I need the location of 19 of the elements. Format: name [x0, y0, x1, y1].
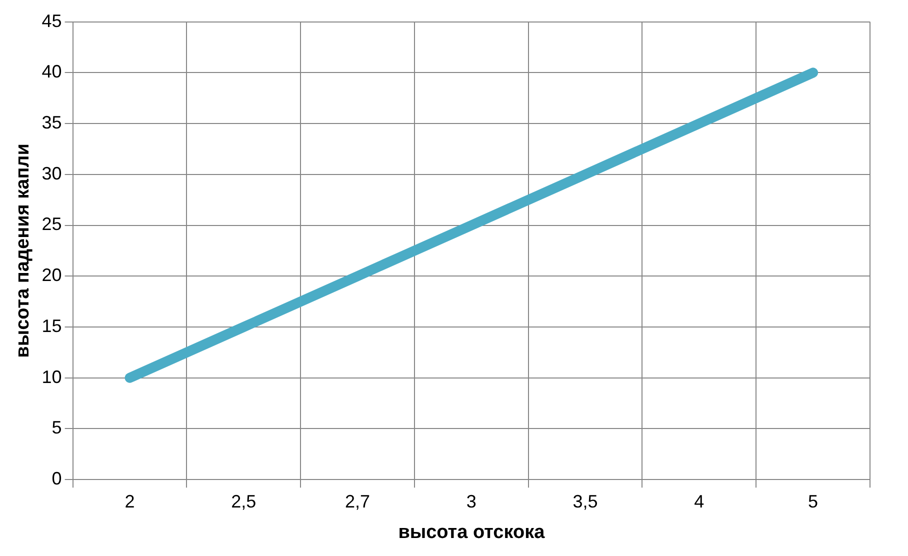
- y-tick-label: 40: [42, 62, 62, 82]
- y-tick-label: 15: [42, 316, 62, 336]
- y-tick-label: 30: [42, 163, 62, 184]
- x-tick-label: 2,7: [345, 491, 370, 512]
- x-tick-label: 4: [694, 491, 704, 512]
- x-tick-label: 3: [466, 491, 476, 512]
- y-tick-label: 5: [52, 418, 62, 438]
- x-axis-title: высота отскока: [398, 522, 546, 543]
- y-tick-label: 0: [52, 468, 62, 489]
- x-tick-label: 5: [808, 491, 818, 512]
- y-tick-label: 10: [42, 366, 62, 387]
- y-axis-title: высота падения капли: [12, 144, 34, 358]
- y-tick-label: 25: [42, 214, 62, 234]
- x-tick-label: 3,5: [572, 491, 598, 512]
- y-tick-label: 20: [42, 265, 62, 286]
- y-tick-label: 45: [42, 10, 62, 31]
- x-tick-label: 2: [124, 491, 135, 512]
- x-tick-label: 2,5: [231, 491, 256, 512]
- y-tick-label: 35: [42, 112, 62, 132]
